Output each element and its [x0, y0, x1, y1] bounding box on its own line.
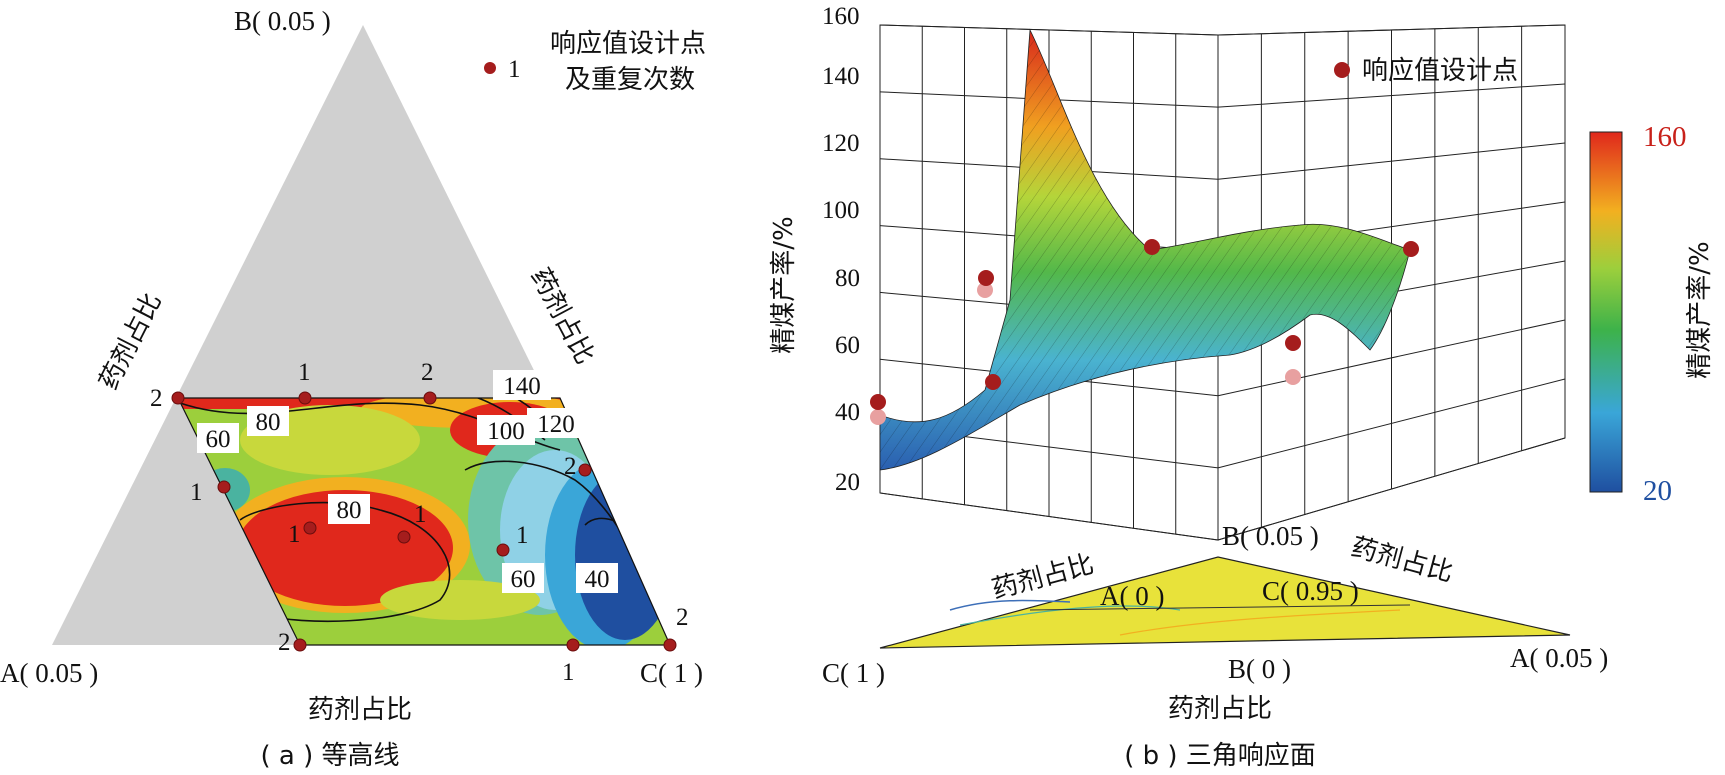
design-point: [566, 638, 580, 652]
design-point: [298, 391, 312, 405]
base-vertex-b-top: B( 0.05 ): [1222, 521, 1319, 551]
svg-text:100: 100: [822, 197, 860, 224]
svg-text:80: 80: [835, 265, 860, 292]
svg-text:100: 100: [487, 418, 525, 445]
point-count: 1: [414, 501, 427, 528]
base-triangle: [879, 556, 1571, 649]
base-c095: C( 0.95 ): [1262, 576, 1359, 606]
svg-text:60: 60: [206, 426, 231, 453]
svg-text:140: 140: [822, 63, 860, 90]
svg-text:60: 60: [511, 566, 536, 593]
z-axis-ticks: 20 40 60 80 100 120 140 160: [822, 3, 860, 496]
base-label-bottom: 药剂占比: [1168, 694, 1272, 724]
design-point: [663, 638, 677, 652]
svg-text:40: 40: [835, 399, 860, 426]
design-point: [293, 638, 307, 652]
svg-text:120: 120: [822, 130, 860, 157]
colorbar: [1589, 131, 1623, 493]
base-a0: A( 0 ): [1100, 581, 1164, 611]
vertex-c-label: C( 1 ): [640, 658, 703, 688]
panel-b-surface: 20 40 60 80 100 120 140 160 精煤产率/% 响应值设计…: [769, 3, 1715, 771]
legend-b: 响应值设计点: [1334, 56, 1518, 86]
contour-label-60-center: 60: [502, 563, 544, 593]
svg-text:60: 60: [835, 332, 860, 359]
colorbar-max: 160: [1643, 121, 1687, 153]
point-count: 1: [288, 521, 301, 548]
panel-a-ternary-contour: 140 120 100 80 60 80 60 40 2 1 2 2 1 1 1…: [0, 6, 706, 771]
point-count: 1: [190, 479, 203, 506]
base-vertex-c: C( 1 ): [822, 658, 885, 688]
svg-text:20: 20: [835, 469, 860, 496]
base-label-right: 药剂占比: [1348, 532, 1456, 588]
design-point: [423, 391, 437, 405]
svg-text:80: 80: [337, 497, 362, 524]
point-count: 1: [298, 359, 311, 386]
point-count: 2: [421, 359, 434, 386]
contour-label-120: 120: [527, 408, 585, 438]
design-point: [578, 463, 592, 477]
design-point: [171, 391, 185, 405]
svg-text:响应值设计点: 响应值设计点: [550, 29, 706, 59]
svg-text:40: 40: [585, 566, 610, 593]
design-points-a: [171, 391, 677, 652]
caption-a: ( a ) 等高线: [260, 741, 399, 771]
axis-label-left: 药剂占比: [94, 288, 168, 394]
design-points-b: [870, 239, 1419, 425]
contour-label-100: 100: [477, 415, 535, 445]
contour-label-80-center: 80: [328, 494, 370, 524]
point-count: 1: [516, 522, 529, 549]
svg-text:及重复次数: 及重复次数: [565, 65, 695, 95]
point-count: 1: [562, 659, 575, 686]
colorbar-min: 20: [1643, 475, 1672, 507]
base-vertex-b-bottom: B( 0 ): [1228, 654, 1291, 684]
point-count: 2: [150, 385, 163, 412]
svg-text:140: 140: [503, 373, 541, 400]
contour-label-40: 40: [576, 563, 618, 593]
svg-text:80: 80: [256, 409, 281, 436]
legend-a: 1 响应值设计点 及重复次数: [484, 29, 706, 95]
axis-label-right: 药剂占比: [524, 263, 599, 369]
vertex-a-label: A( 0.05 ): [0, 658, 98, 688]
design-point: [303, 521, 317, 535]
point-count: 2: [676, 604, 689, 631]
svg-text:120: 120: [537, 411, 575, 438]
point-count: 2: [278, 629, 291, 656]
z-axis-label: 精煤产率/%: [769, 216, 799, 353]
contour-label-80-top: 80: [247, 406, 289, 436]
svg-text:160: 160: [822, 3, 860, 30]
design-point: [397, 530, 411, 544]
svg-text:1: 1: [508, 56, 521, 83]
base-vertex-a: A( 0.05 ): [1510, 643, 1608, 673]
colorbar-title: 精煤产率/%: [1685, 241, 1715, 378]
contour-label-140: 140: [493, 370, 551, 400]
design-point: [496, 543, 510, 557]
vertex-b-label: B( 0.05 ): [234, 6, 331, 36]
caption-b: ( b ) 三角响应面: [1124, 741, 1316, 771]
axis-label-bottom: 药剂占比: [308, 695, 412, 725]
point-count: 2: [564, 453, 577, 480]
contour-label-60-left: 60: [197, 423, 239, 453]
design-point: [217, 480, 231, 494]
svg-text:响应值设计点: 响应值设计点: [1362, 56, 1518, 86]
